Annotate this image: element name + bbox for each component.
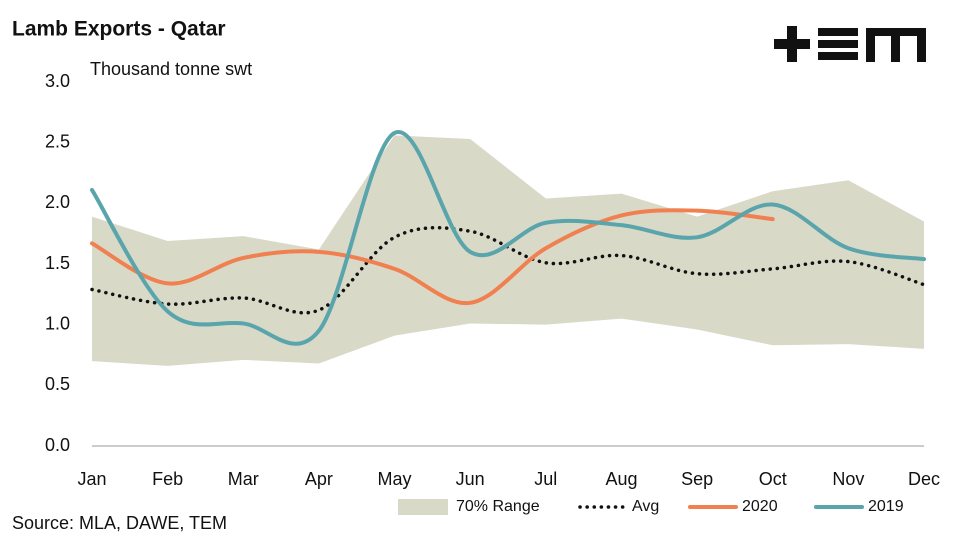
x-tick-label: Feb bbox=[152, 469, 183, 489]
x-tick-label: Jan bbox=[77, 469, 106, 489]
x-tick-label: Oct bbox=[759, 469, 787, 489]
source: Source: MLA, DAWE, TEM bbox=[12, 513, 227, 533]
y-tick-label: 1.5 bbox=[45, 253, 70, 273]
x-tick-label: Apr bbox=[305, 469, 333, 489]
chart-title: Lamb Exports - Qatar bbox=[12, 18, 226, 41]
legend-label: 2019 bbox=[868, 498, 904, 515]
y-tick-label: 0.5 bbox=[45, 374, 70, 394]
x-tick-label: Aug bbox=[605, 469, 637, 489]
series-line bbox=[90, 130, 926, 346]
legend-swatch bbox=[398, 499, 448, 515]
y-tick-label: 2.5 bbox=[45, 131, 70, 151]
y-tick-label: 3.0 bbox=[45, 71, 70, 91]
y-tick-label: 2.0 bbox=[45, 192, 70, 212]
legend-label: 2020 bbox=[742, 498, 778, 515]
chart-subtitle: Thousand tonne swt bbox=[90, 59, 252, 79]
x-tick-label: May bbox=[378, 469, 412, 489]
logo bbox=[774, 26, 926, 62]
y-tick-label: 1.0 bbox=[45, 313, 70, 333]
x-tick-label: Mar bbox=[228, 469, 259, 489]
series-line bbox=[90, 208, 775, 305]
x-tick-label: Dec bbox=[908, 469, 940, 489]
range-area bbox=[92, 135, 924, 366]
legend-label: 70% Range bbox=[456, 498, 540, 515]
x-tick-label: Sep bbox=[681, 469, 713, 489]
y-tick-label: 0.0 bbox=[45, 435, 70, 455]
legend-label: Avg bbox=[632, 498, 659, 515]
x-tick-label: Nov bbox=[832, 469, 864, 489]
x-tick-label: Jul bbox=[534, 469, 557, 489]
x-tick-label: Jun bbox=[456, 469, 485, 489]
